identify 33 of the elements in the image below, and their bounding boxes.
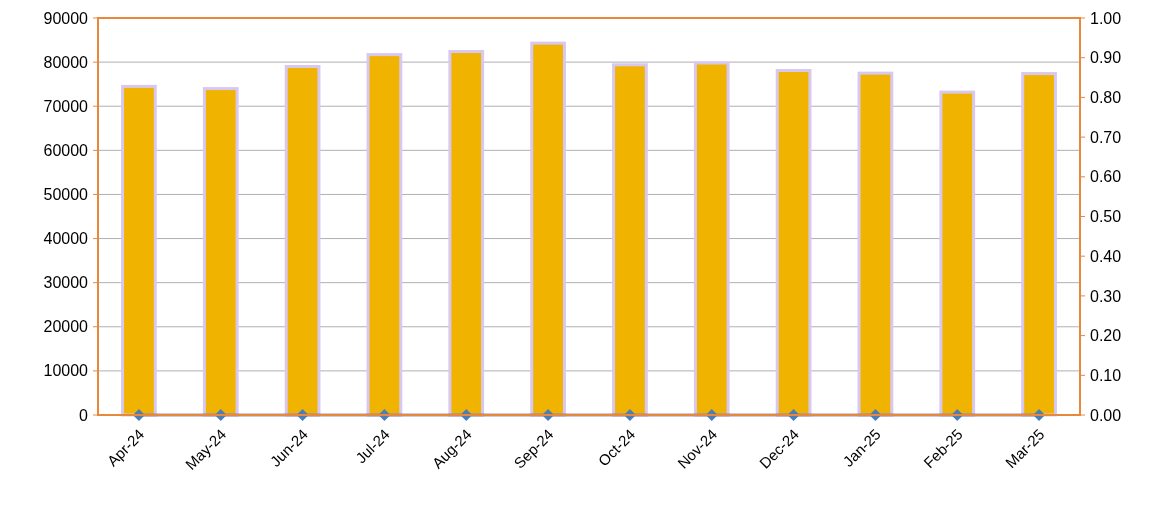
- bar: [448, 50, 485, 417]
- y2-tick-label: 0.70: [1090, 128, 1122, 146]
- y2-tick-label: 0.80: [1090, 89, 1122, 106]
- bar: [939, 90, 976, 417]
- bar: [530, 41, 566, 417]
- y-tick-label: 90000: [43, 9, 89, 27]
- y-tick-label: 40000: [43, 230, 89, 248]
- y-tick-label: 30000: [43, 274, 89, 292]
- y2-tick-label: 0.20: [1090, 327, 1122, 345]
- bar: [693, 61, 730, 417]
- bar: [612, 63, 648, 417]
- y2-tick-label: 0.00: [1090, 406, 1122, 424]
- y2-tick-label: 0.90: [1090, 49, 1122, 67]
- y2-tick-label: 0.10: [1090, 366, 1122, 384]
- bar: [366, 53, 403, 417]
- y2-tick-label: 0.40: [1090, 247, 1122, 265]
- y-tick-label: 60000: [43, 141, 89, 159]
- y2-tick-label: 1.00: [1090, 9, 1122, 27]
- bar: [857, 71, 894, 417]
- y2-tick-label: 0.50: [1090, 208, 1122, 226]
- y-tick-label: 50000: [43, 186, 89, 204]
- y-tick-label: 20000: [43, 318, 89, 336]
- y-tick-label: 0: [79, 406, 89, 424]
- y2-tick-label: 0.30: [1090, 287, 1122, 305]
- bar: [202, 87, 239, 417]
- bar: [775, 68, 812, 417]
- bar: [284, 65, 321, 417]
- y2-tick-label: 0.60: [1090, 168, 1122, 186]
- y-tick-label: 70000: [43, 97, 89, 115]
- y-tick-label: 10000: [43, 362, 89, 380]
- bar: [1021, 72, 1057, 417]
- bar: [121, 84, 157, 417]
- y-tick-label: 80000: [43, 53, 89, 71]
